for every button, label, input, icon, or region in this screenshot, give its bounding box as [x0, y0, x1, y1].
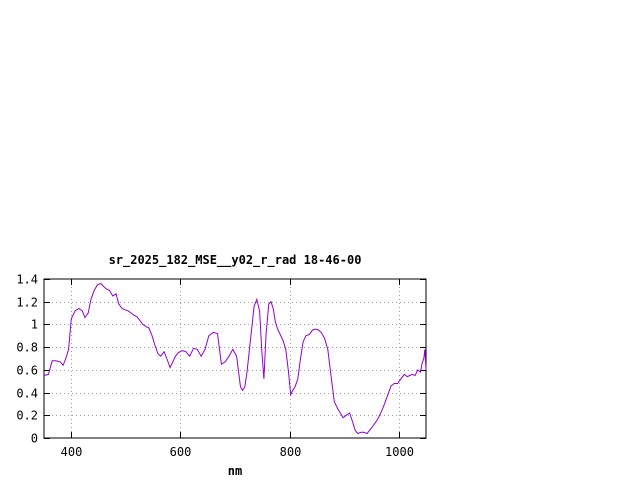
- x-tick-label: 400: [61, 445, 83, 459]
- axis-ticks: [44, 279, 426, 439]
- y-tick-labels: 0 0.2 0.4 0.6 0.8 1 1.2 1.4: [16, 273, 38, 446]
- y-tick-label: 0.6: [16, 364, 38, 378]
- x-tick-labels: 400 600 800 1000: [61, 445, 414, 459]
- y-tick-label: 1: [31, 318, 38, 332]
- x-tick-label: 1000: [385, 445, 414, 459]
- chart-title: sr_2025_182_MSE__y02_r_rad 18-46-00: [109, 253, 362, 268]
- y-tick-label: 0.4: [16, 387, 38, 401]
- y-tick-label: 0: [31, 432, 38, 446]
- grid-lines: [44, 279, 426, 438]
- series-line: [43, 282, 427, 435]
- y-tick-label: 0.8: [16, 341, 38, 355]
- y-tick-label: 1.2: [16, 296, 38, 310]
- x-tick-label: 600: [170, 445, 192, 459]
- y-tick-label: 1.4: [16, 273, 38, 287]
- x-tick-label: 800: [280, 445, 302, 459]
- plot-area-frame: [43, 278, 427, 439]
- x-axis-label: nm: [228, 464, 242, 478]
- y-tick-label: 0.2: [16, 409, 38, 423]
